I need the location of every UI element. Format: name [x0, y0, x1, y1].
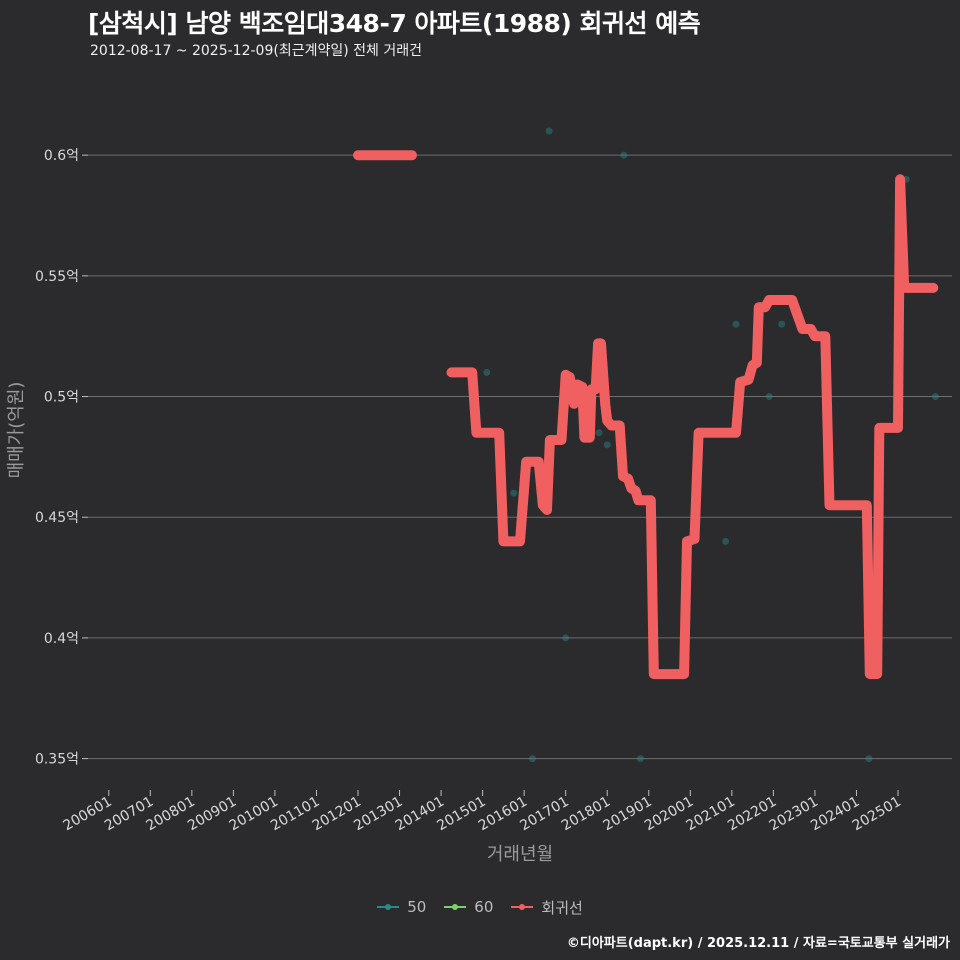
scatter-point-50	[636, 755, 644, 763]
scatter-point-50	[595, 429, 603, 437]
y-tick-label: 0.4억	[44, 631, 79, 647]
legend-item-regression: 회귀선	[511, 897, 583, 918]
scatter-point-50	[545, 127, 553, 135]
legend-key-60	[444, 900, 467, 914]
scatter-point-50	[931, 393, 939, 401]
scatter-point-50	[765, 393, 773, 401]
scatter-point-50	[483, 368, 491, 376]
y-axis: 0.35억 0.4억 0.45억 0.5억 0.55억 0.6억	[35, 148, 88, 768]
chart-subtitle: 2012-08-17 ~ 2025-12-09(최근계약일) 전체 거래건	[90, 43, 422, 59]
x-axis-title: 거래년월	[487, 844, 553, 865]
legend-label-regression: 회귀선	[541, 898, 583, 917]
scatter-point-50	[510, 489, 518, 497]
y-tick-label: 0.45억	[35, 510, 79, 526]
scatter-point-50	[620, 151, 628, 159]
scatter-point-50	[732, 320, 740, 328]
grid-lines	[88, 154, 952, 760]
legend-item-60: 60	[444, 898, 493, 916]
scatter-point-50	[722, 537, 730, 545]
scatter-point-50	[865, 755, 873, 763]
scatter-points	[483, 127, 939, 763]
x-axis: 2006012007012008012009012010012011012012…	[60, 790, 904, 834]
chart-title: [삼척시] 남양 백조임대348-7 아파트(1988) 회귀선 예측	[88, 9, 701, 38]
legend-key-regression	[511, 900, 534, 914]
y-tick-label: 0.35억	[35, 752, 79, 768]
y-tick-label: 0.55억	[35, 269, 79, 285]
scatter-point-50	[528, 755, 536, 763]
regression-line	[353, 150, 939, 680]
legend: 50 60 회귀선	[0, 895, 960, 919]
y-axis-title: 매매가(억원)	[6, 382, 27, 479]
scatter-point-50	[603, 441, 611, 449]
legend-label-50: 50	[407, 898, 427, 916]
scatter-point-50	[562, 634, 570, 642]
legend-label-60: 60	[474, 898, 494, 916]
legend-key-50	[377, 900, 400, 914]
regression-line-segment	[446, 174, 939, 680]
y-tick-label: 0.5억	[44, 390, 79, 406]
footer-credit: ©디아파트(dapt.kr) / 2025.12.11 / 자료=국토교통부 실…	[566, 936, 950, 951]
legend-item-50: 50	[377, 898, 426, 916]
scatter-point-50	[778, 320, 786, 328]
y-tick-label: 0.6억	[44, 148, 79, 164]
